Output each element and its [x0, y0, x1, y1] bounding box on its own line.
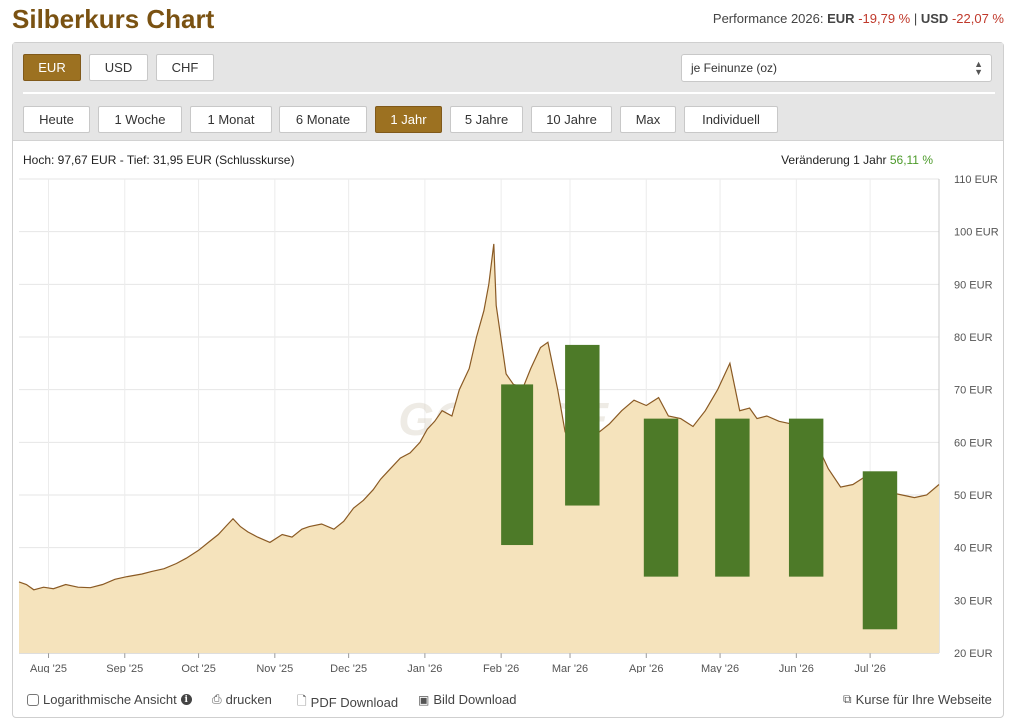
- pdf-download-link[interactable]: 🗋 PDF Download: [297, 692, 398, 713]
- chart-panel: EUR USD CHF je Feinunze (oz) ▲ ▼ Heute 1 …: [12, 42, 1004, 718]
- x-tick-label: Dec '25: [330, 663, 367, 673]
- y-tick-label: 20 EUR: [954, 648, 993, 660]
- currency-button-usd[interactable]: USD: [89, 54, 148, 81]
- overlay-bar: [788, 418, 824, 577]
- performance-prefix: Performance 2026:: [712, 11, 824, 26]
- toolbar-divider: [23, 92, 995, 94]
- y-tick-label: 30 EUR: [954, 595, 993, 607]
- y-tick-label: 80 EUR: [954, 332, 993, 344]
- y-tick-label: 50 EUR: [954, 490, 993, 502]
- x-tick-label: Sep '25: [106, 663, 143, 673]
- widget-link[interactable]: ⧉ Kurse für Ihre Webseite: [843, 692, 992, 707]
- performance-eur-value: -19,79 %: [858, 11, 911, 26]
- log-checkbox[interactable]: [27, 693, 39, 706]
- change-label: Veränderung 1 Jahr: [781, 153, 887, 167]
- log-label: Logarithmische Ansicht: [43, 692, 177, 707]
- external-link-icon: ⧉: [843, 692, 852, 706]
- range-button-max[interactable]: Max: [620, 106, 676, 133]
- pdf-label: PDF Download: [310, 695, 399, 710]
- overlay-bar: [501, 384, 534, 546]
- widget-label: Kurse für Ihre Webseite: [855, 692, 992, 707]
- image-icon: ▣: [418, 692, 430, 707]
- overlay-bar: [565, 344, 600, 506]
- x-tick-label: Oct '25: [181, 663, 216, 673]
- overlay-bar: [715, 418, 750, 577]
- log-toggle[interactable]: Logarithmische Ansicht i: [27, 692, 192, 707]
- range-button-5-jahre[interactable]: 5 Jahre: [450, 106, 523, 133]
- unit-select-value: je Feinunze (oz): [691, 61, 778, 75]
- x-tick-label: Feb '26: [483, 663, 519, 673]
- x-tick-label: Jun '26: [779, 663, 814, 673]
- overlay-bar: [643, 418, 679, 577]
- range-button-1-monat[interactable]: 1 Monat: [190, 106, 272, 133]
- range-button-6-monate[interactable]: 6 Monate: [279, 106, 367, 133]
- print-label: drucken: [225, 692, 272, 707]
- x-tick-label: Jan '26: [407, 663, 442, 673]
- image-label: Bild Download: [433, 692, 517, 707]
- currency-button-chf[interactable]: CHF: [156, 54, 214, 81]
- range-button-1-jahr[interactable]: 1 Jahr: [375, 106, 442, 133]
- price-area: [19, 243, 939, 653]
- x-tick-label: May '26: [701, 663, 739, 673]
- performance-usd-label: USD: [920, 11, 949, 26]
- info-icon[interactable]: i: [180, 694, 192, 705]
- performance-usd-value: -22,07 %: [951, 11, 1004, 26]
- y-tick-label: 100 EUR: [954, 227, 999, 239]
- y-tick-label: 70 EUR: [954, 385, 993, 397]
- pdf-file-icon: 🗋: [297, 694, 307, 708]
- x-tick-label: Apr '26: [629, 663, 664, 673]
- performance-summary: Performance 2026: EUR -19,79 % | USD -22…: [713, 11, 1004, 26]
- print-link[interactable]: ⎙ drucken: [212, 692, 272, 707]
- performance-separator: |: [913, 11, 918, 26]
- high-low-info: Hoch: 97,67 EUR - Tief: 31,95 EUR (Schlu…: [23, 153, 295, 167]
- page-title: Silberkurs Chart: [12, 4, 215, 34]
- change-info: Veränderung 1 Jahr 56,11 %: [703, 153, 933, 167]
- x-tick-label: Mar '26: [552, 663, 588, 673]
- price-line: [18, 243, 940, 591]
- x-tick-label: Jul '26: [854, 663, 885, 673]
- range-button-heute[interactable]: Heute: [23, 106, 90, 133]
- chart-toolbar: EUR USD CHF je Feinunze (oz) ▲ ▼ Heute 1 …: [13, 43, 1003, 141]
- range-button-10-jahre[interactable]: 10 Jahre: [531, 106, 612, 133]
- y-tick-label: 40 EUR: [954, 543, 993, 555]
- unit-select[interactable]: je Feinunze (oz) ▲ ▼: [681, 54, 992, 82]
- image-download-link[interactable]: ▣ Bild Download: [418, 692, 516, 707]
- range-button-individuell[interactable]: Individuell: [684, 106, 778, 133]
- y-tick-label: 90 EUR: [954, 279, 993, 291]
- performance-eur-label: EUR: [827, 11, 855, 26]
- currency-button-eur[interactable]: EUR: [23, 54, 81, 81]
- range-button-1-woche[interactable]: 1 Woche: [98, 106, 182, 133]
- x-tick-label: Nov '25: [256, 663, 293, 673]
- y-tick-label: 60 EUR: [954, 437, 993, 449]
- select-chevron-icon: ▲ ▼: [974, 59, 983, 77]
- price-chart[interactable]: 20 EUR 30 EUR 40 EUR 50 EUR 60 EUR 70 EUR 80 E…: [13, 43, 1003, 673]
- overlay-bar: [862, 471, 898, 630]
- y-tick-label: 110 EUR: [954, 174, 998, 186]
- printer-icon: ⎙: [212, 692, 222, 706]
- x-tick-label: Aug '25: [30, 663, 67, 673]
- change-value: 56,11 %: [889, 153, 933, 167]
